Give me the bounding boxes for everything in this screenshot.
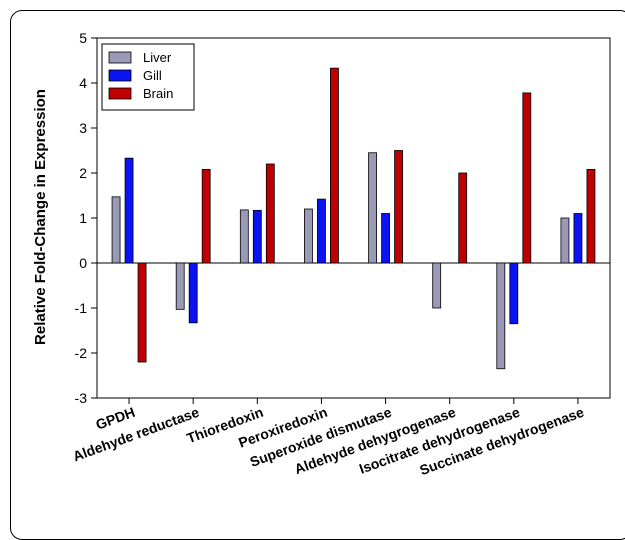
- legend-label-gill: Gill: [143, 68, 162, 83]
- legend-label-liver: Liver: [143, 50, 172, 65]
- bar-gill: [381, 213, 390, 264]
- bar-gill: [573, 213, 583, 264]
- bar-brain: [201, 168, 211, 264]
- bar-liver: [496, 262, 506, 370]
- bar-brain: [586, 168, 596, 264]
- y-tick-label: 4: [79, 75, 87, 91]
- x-tick-label: Aldehyde reductase: [71, 404, 202, 465]
- y-tick-label: -2: [75, 345, 88, 361]
- bar-brain: [522, 92, 532, 264]
- bar-liver: [304, 208, 313, 264]
- y-tick-label: 5: [79, 30, 87, 46]
- bar-brain: [137, 262, 147, 363]
- bar-liver: [368, 152, 377, 264]
- bar-liver: [432, 262, 442, 309]
- bar-liver: [239, 209, 249, 264]
- bar-liver: [175, 262, 185, 310]
- legend-label-brain: Brain: [143, 86, 173, 101]
- bar-brain: [458, 172, 468, 264]
- y-tick-label: 0: [79, 255, 87, 271]
- bar-gill: [124, 157, 134, 264]
- y-tick-label: 2: [79, 165, 87, 181]
- y-axis-label: Relative Fold-Change in Expression: [32, 89, 49, 345]
- bar-liver: [111, 196, 121, 264]
- y-tick-label: 1: [79, 210, 87, 226]
- bar-liver: [560, 217, 570, 264]
- bar-gill: [188, 262, 198, 324]
- legend-swatch-gill: [108, 69, 132, 82]
- bar-gill: [509, 262, 519, 325]
- y-tick-label: -1: [75, 300, 88, 316]
- legend-swatch-brain: [108, 87, 132, 100]
- bar-brain: [330, 67, 339, 264]
- bar-gill: [317, 198, 326, 264]
- y-tick-label: -3: [75, 390, 88, 406]
- legend: Liver Gill Brain: [101, 43, 195, 111]
- bar-brain: [394, 150, 403, 264]
- bar-gill: [252, 209, 262, 264]
- bar-brain: [265, 163, 275, 264]
- legend-swatch-liver: [108, 51, 132, 64]
- y-tick-label: 3: [79, 120, 87, 136]
- y-axis: -3 -2 -1 0 1 2 3 4 5: [75, 30, 97, 406]
- bars: [111, 67, 596, 370]
